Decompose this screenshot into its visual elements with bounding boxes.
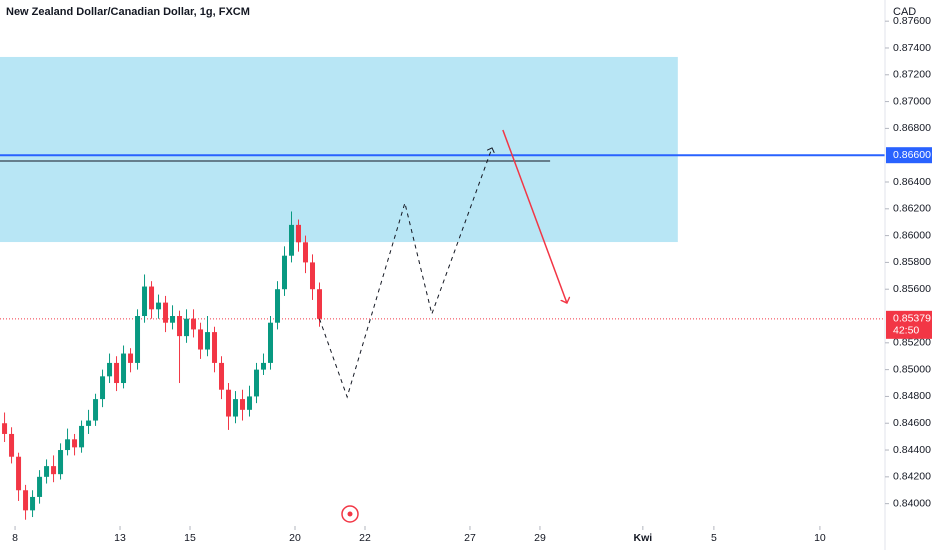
- candle-body: [240, 399, 246, 410]
- candle-body: [275, 289, 281, 323]
- candle-body: [198, 329, 204, 350]
- x-tick-label: 10: [814, 532, 826, 544]
- candle-body: [37, 476, 43, 497]
- candle-body: [142, 286, 148, 317]
- y-tick-label: 0.87600: [893, 15, 931, 27]
- price-axis: [885, 0, 932, 550]
- x-tick-label: 22: [359, 532, 371, 544]
- candle-body: [163, 302, 169, 323]
- forecast-arrow: [502, 129, 567, 303]
- candle-body: [170, 316, 176, 323]
- candle-body: [72, 439, 78, 448]
- currency-label: CAD: [893, 6, 916, 18]
- x-tick-label: 8: [12, 532, 18, 544]
- candle-body: [191, 318, 197, 330]
- x-tick-label: 5: [711, 532, 717, 544]
- candle-body: [309, 262, 315, 290]
- candle-body: [184, 318, 190, 337]
- candle-body: [212, 332, 218, 363]
- x-tick-label: 13: [114, 532, 126, 544]
- candle-body: [30, 496, 36, 511]
- countdown-label: 42:50: [893, 325, 919, 337]
- candle-body: [86, 420, 92, 426]
- y-tick-label: 0.86000: [893, 229, 931, 241]
- plot-area: [0, 56, 885, 520]
- projection-path: [319, 148, 492, 399]
- y-tick-label: 0.86200: [893, 203, 931, 215]
- candle-body: [177, 316, 183, 337]
- level-label: 0.86600: [893, 149, 931, 161]
- candle-body: [58, 450, 64, 475]
- candle-body: [114, 362, 120, 384]
- candle-body: [107, 362, 113, 377]
- y-tick-label: 0.85800: [893, 256, 931, 268]
- candle-body: [226, 389, 232, 417]
- candle-body: [9, 433, 15, 457]
- chart-title: New Zealand Dollar/Canadian Dollar, 1g, …: [6, 6, 250, 18]
- candle-body: [295, 224, 301, 243]
- candle-body: [149, 286, 155, 310]
- x-tick-label: 27: [464, 532, 476, 544]
- level-label-bg: [886, 147, 932, 164]
- candle-body: [93, 399, 99, 421]
- x-tick-label: 20: [289, 532, 301, 544]
- candle-body: [128, 353, 134, 363]
- candle-body: [2, 423, 8, 434]
- candle-body: [282, 255, 288, 290]
- last-price-label: 0.85379: [893, 313, 931, 325]
- candle-body: [135, 316, 141, 363]
- candle-body: [247, 396, 253, 410]
- candle-body: [121, 353, 127, 384]
- y-tick-label: 0.85200: [893, 337, 931, 349]
- candle-body: [65, 439, 71, 451]
- candle-body: [79, 425, 85, 448]
- y-tick-label: 0.86400: [893, 176, 931, 188]
- last-price-bg: [886, 310, 932, 339]
- candle-body: [51, 466, 57, 475]
- candle-body: [156, 302, 162, 310]
- y-tick-label: 0.84200: [893, 471, 931, 483]
- y-tick-label: 0.86800: [893, 122, 931, 134]
- y-tick-label: 0.85600: [893, 283, 931, 295]
- candle-body: [316, 289, 322, 319]
- y-tick-label: 0.84000: [893, 497, 931, 509]
- candle-body: [23, 490, 29, 511]
- candle-body: [261, 362, 267, 370]
- candle-body: [205, 332, 211, 350]
- candle-body: [233, 399, 239, 417]
- y-tick-label: 0.87200: [893, 69, 931, 81]
- candle-body: [268, 322, 274, 363]
- candle-body: [254, 369, 260, 397]
- candle-body: [16, 456, 22, 491]
- y-tick-label: 0.87000: [893, 95, 931, 107]
- event-icon: [341, 505, 359, 523]
- candle-body: [289, 224, 295, 256]
- candle-body: [219, 362, 225, 390]
- y-tick-label: 0.85000: [893, 363, 931, 375]
- x-tick-label: Kwi: [634, 532, 653, 544]
- y-tick-label: 0.87400: [893, 42, 931, 54]
- y-tick-label: 0.84600: [893, 417, 931, 429]
- candle-body: [302, 242, 308, 263]
- candle-body: [100, 376, 106, 400]
- zone: [0, 56, 678, 243]
- x-tick-label: 29: [534, 532, 546, 544]
- y-tick-label: 0.84800: [893, 390, 931, 402]
- x-tick-label: 15: [184, 532, 196, 544]
- candle-body: [44, 466, 50, 477]
- y-tick-label: 0.84400: [893, 444, 931, 456]
